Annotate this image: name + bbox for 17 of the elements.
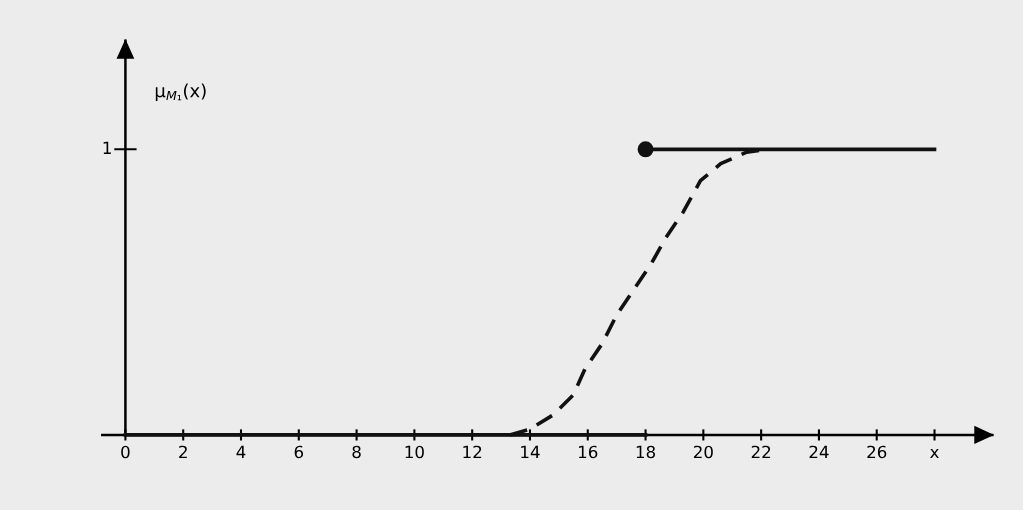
x-tick-label: 8 xyxy=(352,445,361,459)
x-tick-label: 18 xyxy=(636,445,656,459)
x-tick-label: 0 xyxy=(121,445,130,459)
x-tick-label: 20 xyxy=(693,445,713,459)
x-tick-label: 24 xyxy=(809,445,829,459)
x-tick-label: 4 xyxy=(236,445,246,459)
x-tick-label: 2 xyxy=(179,445,187,459)
x-tick-label: x xyxy=(930,448,939,459)
annotation: 1 xyxy=(103,141,111,154)
x-tick-label: 22 xyxy=(751,445,771,459)
x-tick-label: 14 xyxy=(521,445,540,459)
x-tick-label: 26 xyxy=(867,445,887,459)
x-tick-label: 6 xyxy=(294,445,304,459)
x-tick-label: 12 xyxy=(463,445,482,459)
x-tick-label: 10 xyxy=(405,445,424,459)
y-axis-title: μ$_{M₁}$(x) xyxy=(155,83,206,101)
x-tick-label: 16 xyxy=(578,445,598,459)
